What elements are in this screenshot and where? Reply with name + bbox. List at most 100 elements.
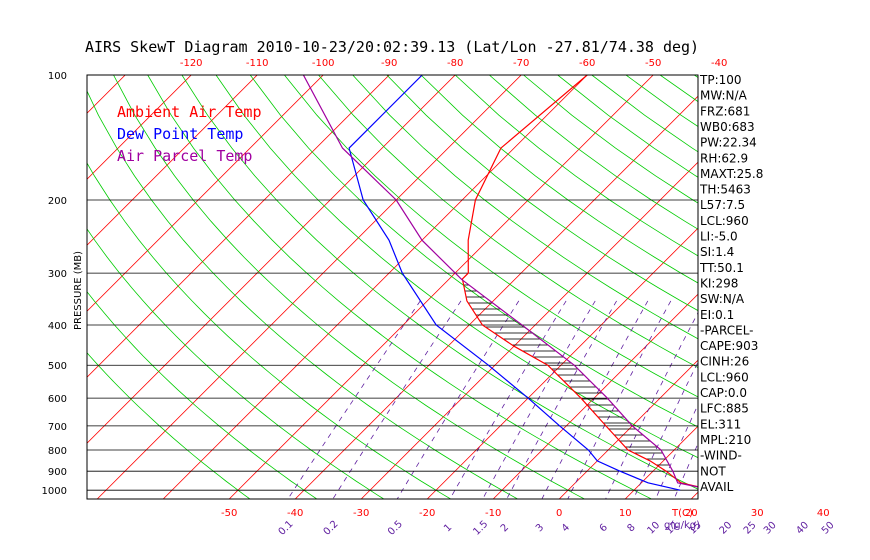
- pressure-tick-label: 900: [48, 467, 67, 478]
- pressure-tick-label: 500: [48, 361, 67, 372]
- dry-adiabat-line: [523, 75, 698, 204]
- top-temp-tick-label: -100: [312, 58, 335, 69]
- mixing-ratio-axis: 0.1 0.2 0.5 1 1.5 2 3 4 6 8 10 12 15 20 25 30 40 50g(g/kg…: [277, 519, 837, 538]
- mixing-ratio-tick-label: 1: [442, 522, 454, 534]
- isotherm-line: [162, 75, 588, 499]
- mixing-ratio-tick-label: 40: [794, 520, 811, 537]
- mixing-ratio-tick-label: 0.2: [322, 519, 341, 538]
- bottom-temp-tick-label: 10: [619, 508, 632, 519]
- index-entry: -WIND-: [700, 449, 742, 463]
- mixing-ratio-unit: g(g/kg): [664, 520, 700, 531]
- top-temp-tick-label: -50: [645, 58, 661, 69]
- mixing-ratio-tick-label: 6: [598, 522, 610, 534]
- series-line: [348, 75, 681, 491]
- bottom-temp-tick-label: 30: [751, 508, 764, 519]
- index-entry: MPL:210: [700, 433, 751, 447]
- index-entry: L57:7.5: [700, 198, 745, 212]
- index-entry: LI:-5.0: [700, 230, 738, 244]
- isotherm-line: [87, 75, 126, 114]
- pressure-tick-label: 600: [48, 394, 67, 405]
- mixing-ratio-line: [332, 300, 462, 499]
- mixing-ratio-line: [752, 301, 833, 499]
- bottom-temp-tick-label: -20: [419, 508, 435, 519]
- dry-adiabat-line: [763, 75, 870, 499]
- dry-adiabat-line: [87, 90, 518, 499]
- index-entry: EL:311: [700, 417, 741, 431]
- chart-title: AIRS SkewT Diagram 2010-10-23/20:02:39.1…: [85, 38, 699, 56]
- mixing-ratio-line: [830, 301, 870, 499]
- bottom-temp-tick-label: -50: [221, 508, 237, 519]
- isotherm-line: [426, 227, 698, 499]
- top-temp-tick-label: -60: [579, 58, 595, 69]
- dry-adiabat-line: [454, 75, 698, 257]
- dry-adiabat-line: [87, 162, 451, 499]
- isotherm-line: [0, 75, 59, 499]
- index-entry: EI:0.1: [700, 308, 734, 322]
- mixing-ratio-line: [287, 300, 421, 499]
- index-entry: WB0:683: [700, 120, 755, 134]
- y-axis-label: PRESSURE (MB): [73, 251, 84, 330]
- mixing-ratio-tick-label: 2: [499, 522, 511, 534]
- index-entry: LCL:960: [700, 370, 749, 384]
- index-entry: TP:100: [699, 73, 742, 87]
- mixing-ratio-tick-label: 25: [742, 520, 759, 537]
- index-entry: MAXT:25.8: [700, 167, 763, 181]
- top-temp-tick-label: -70: [513, 58, 529, 69]
- index-entry: PW:22.34: [700, 136, 757, 150]
- index-entry: SW:N/A: [700, 292, 745, 306]
- bottom-temp-tick-label: 20: [685, 508, 698, 519]
- index-entry: CAPE:903: [700, 339, 758, 353]
- mixing-ratio-tick-label: 8: [626, 522, 638, 534]
- isotherm-line: [87, 75, 324, 312]
- isotherm-grid: [0, 75, 870, 499]
- index-entry: CAP:0.0: [700, 386, 747, 400]
- mixing-ratio-line: [673, 442, 698, 499]
- dry-adiabat-line: [489, 75, 698, 230]
- top-temperature-axis: -120 -110 -100 -90 -80 -70 -60 -50 -40: [180, 58, 728, 69]
- dry-adiabat-line: [87, 228, 385, 499]
- isotherm-line: [360, 161, 698, 499]
- legend-entry: Dew Point Temp: [117, 125, 243, 143]
- mixing-ratio-tick-label: 1.5: [471, 519, 490, 538]
- index-entry: -PARCEL-: [700, 323, 754, 337]
- dry-adiabat-line: [831, 75, 870, 499]
- index-entry: TH:5463: [699, 183, 751, 197]
- index-entry: AVAIL: [700, 480, 734, 494]
- bottom-temp-tick-label: 0: [556, 508, 562, 519]
- dry-adiabat-line: [249, 75, 698, 428]
- mixing-ratio-line: [396, 300, 520, 499]
- dry-adiabat-line: [87, 291, 318, 499]
- index-entry: LFC:885: [700, 402, 749, 416]
- index-entry: SI:1.4: [700, 245, 734, 259]
- isotherm-line: [294, 95, 698, 499]
- isotherm-line: [87, 75, 192, 180]
- isotherm-line: [228, 75, 654, 499]
- pressure-tick-label: 200: [48, 196, 67, 207]
- index-entry: CINH:26: [700, 355, 749, 369]
- top-temp-tick-label: -90: [381, 58, 397, 69]
- dry-adiabat-line: [181, 75, 698, 490]
- isotherm-line: [96, 75, 522, 499]
- index-entry: KI:298: [700, 276, 738, 290]
- dry-adiabat-line: [113, 75, 585, 499]
- pressure-axis: 100 200 300 400 500 600 700 800 900 1000: [42, 71, 67, 497]
- isotherm-line: [87, 75, 258, 246]
- bottom-temp-tick-label: 40: [817, 508, 830, 519]
- legend: Ambient Air Temp Dew Point Temp Air Parcel…: [117, 103, 262, 165]
- mixing-ratio-tick-label: 30: [762, 520, 779, 537]
- bottom-temp-tick-label: -10: [485, 508, 501, 519]
- index-entry: RH:62.9: [700, 151, 748, 165]
- isotherm-line: [823, 75, 870, 499]
- isotherm-line: [87, 75, 390, 378]
- bottom-temperature-axis: -50 -40 -30 -20 -10 0 10 20 30 40 T(C): [221, 508, 830, 519]
- plot-frame: [86, 74, 699, 500]
- isotherm-line: [757, 75, 870, 499]
- dry-adiabat-line: [87, 352, 251, 499]
- index-entry: FRZ:681: [700, 104, 750, 118]
- series-line: [302, 75, 698, 488]
- series-lines: [302, 75, 698, 491]
- top-temp-tick-label: -110: [246, 58, 269, 69]
- legend-entry: Air Parcel Temp: [117, 147, 252, 165]
